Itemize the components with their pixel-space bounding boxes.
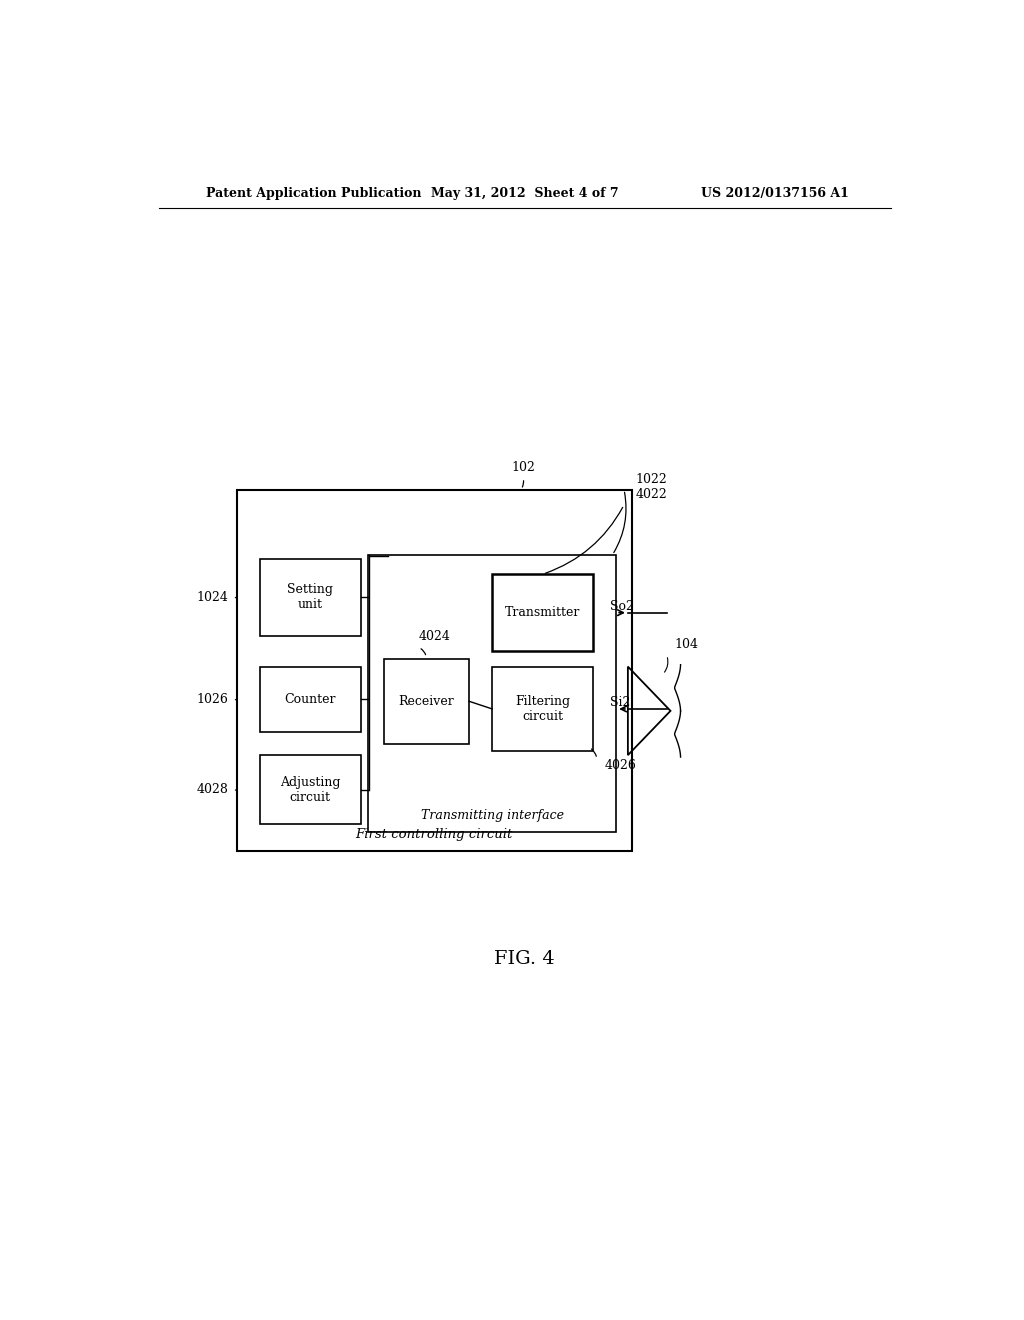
Bar [260, 558, 360, 636]
Text: First controlling circuit: First controlling circuit [355, 828, 513, 841]
Bar [260, 755, 360, 825]
Text: 1026: 1026 [197, 693, 228, 706]
Text: May 31, 2012  Sheet 4 of 7: May 31, 2012 Sheet 4 of 7 [431, 186, 618, 199]
Text: 1022: 1022 [636, 473, 668, 486]
Text: Setting
unit: Setting unit [287, 583, 333, 611]
Text: Transmitting interface: Transmitting interface [421, 809, 564, 822]
Text: 4026: 4026 [604, 759, 637, 772]
Bar [369, 554, 616, 832]
Bar [493, 667, 593, 751]
Text: 4024: 4024 [419, 631, 451, 644]
Text: 4028: 4028 [197, 783, 228, 796]
Text: Receiver: Receiver [398, 694, 455, 708]
Bar [493, 574, 593, 651]
Text: 1024: 1024 [197, 591, 228, 603]
Text: Filtering
circuit: Filtering circuit [515, 694, 570, 723]
Text: 102: 102 [511, 461, 536, 474]
Text: Patent Application Publication: Patent Application Publication [206, 186, 421, 199]
Bar [260, 667, 360, 733]
Text: US 2012/0137156 A1: US 2012/0137156 A1 [700, 186, 849, 199]
Text: Transmitter: Transmitter [505, 606, 581, 619]
Text: 4022: 4022 [636, 488, 668, 502]
Bar [384, 659, 469, 743]
Text: Adjusting
circuit: Adjusting circuit [280, 776, 340, 804]
Text: 104: 104 [675, 638, 698, 651]
Bar [237, 490, 632, 851]
Text: Si2: Si2 [610, 696, 631, 709]
Text: So2: So2 [610, 601, 634, 612]
Text: FIG. 4: FIG. 4 [495, 950, 555, 968]
Text: Counter: Counter [285, 693, 336, 706]
